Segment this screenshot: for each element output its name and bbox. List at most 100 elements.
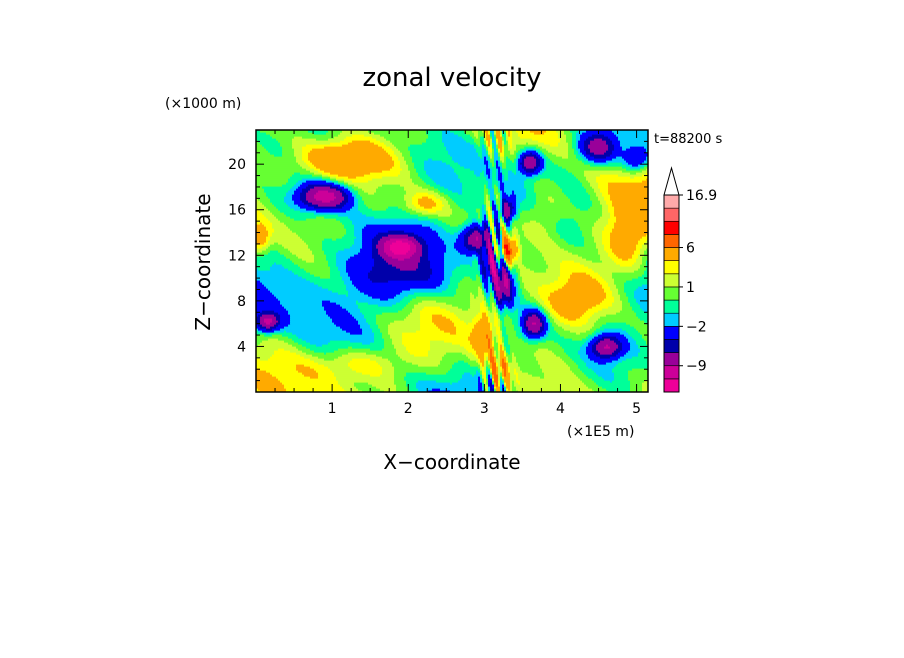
heatmap-cell [496, 250, 499, 253]
heatmap-cell [510, 194, 517, 197]
heatmap-cell [596, 320, 645, 323]
heatmap-cell [510, 378, 517, 381]
heatmap-cell [268, 252, 281, 255]
heatmap-cell [382, 184, 401, 187]
heatmap-cell [500, 258, 505, 261]
heatmap-cell [522, 246, 537, 249]
heatmap-cell [526, 196, 537, 199]
heatmap-cell [414, 162, 425, 165]
heatmap-cell [498, 214, 503, 217]
heatmap-cell [268, 208, 279, 211]
heatmap-cell [488, 166, 491, 169]
heatmap-cell [496, 366, 499, 369]
heatmap-cell [264, 204, 275, 207]
heatmap-cell [426, 240, 445, 243]
heatmap-cell [542, 152, 545, 155]
heatmap-cell [500, 378, 503, 381]
heatmap-cell [516, 234, 521, 237]
heatmap-cell [468, 236, 477, 239]
heatmap-cell [548, 156, 563, 159]
heatmap-cell [490, 224, 493, 227]
heatmap-cell [490, 130, 495, 133]
heatmap-cell [396, 388, 409, 391]
heatmap-cell [518, 134, 559, 137]
heatmap-cell [536, 298, 543, 301]
heatmap-cell [492, 216, 495, 219]
heatmap-cell [322, 172, 331, 175]
heatmap-cell [524, 340, 547, 343]
heatmap-cell [392, 342, 403, 345]
heatmap-cell [636, 248, 641, 251]
heatmap-cell [400, 164, 409, 167]
heatmap-cell [612, 290, 619, 293]
heatmap-cell [426, 140, 443, 143]
heatmap-cell [484, 230, 489, 233]
heatmap-cell [628, 162, 643, 165]
heatmap-cell [266, 226, 273, 229]
heatmap-cell [468, 240, 483, 243]
heatmap-cell [646, 340, 648, 343]
heatmap-cell [544, 324, 549, 327]
heatmap-cell [492, 176, 497, 179]
heatmap-cell [260, 142, 281, 145]
heatmap-cell [518, 364, 541, 367]
heatmap-cell [606, 362, 619, 365]
heatmap-cell [278, 320, 281, 323]
heatmap-cell [494, 254, 497, 257]
heatmap-cell [484, 174, 489, 177]
heatmap-cell [300, 198, 307, 201]
heatmap-cell [510, 214, 515, 217]
heatmap-cell [388, 330, 417, 333]
heatmap-cell [384, 346, 395, 349]
heatmap-cell [484, 208, 487, 211]
heatmap-cell [486, 382, 489, 385]
heatmap-cell [302, 150, 311, 153]
heatmap-cell [378, 326, 389, 329]
heatmap-cell [492, 270, 497, 273]
heatmap-cell [524, 282, 551, 285]
heatmap-cell [290, 320, 333, 323]
heatmap-cell [506, 228, 509, 231]
heatmap-cell [506, 360, 509, 363]
heatmap-cell [332, 290, 349, 293]
heatmap-cell [484, 298, 487, 301]
heatmap-cell [494, 386, 497, 389]
heatmap-cell [646, 262, 648, 265]
heatmap-cell [560, 344, 583, 347]
heatmap-cell [538, 150, 543, 153]
heatmap-cell [508, 172, 515, 175]
heatmap-cell [276, 138, 293, 141]
heatmap-cell [500, 132, 503, 135]
heatmap-cell [514, 298, 521, 301]
heatmap-cell [394, 366, 453, 369]
heatmap-cell [516, 374, 519, 377]
heatmap-cell [496, 360, 501, 363]
heatmap-cell [594, 342, 599, 345]
heatmap-cell [272, 354, 301, 357]
heatmap-cell [508, 156, 517, 159]
heatmap-cell [456, 326, 475, 329]
heatmap-cell [272, 292, 339, 295]
heatmap-cell [270, 236, 301, 239]
heatmap-cell [256, 232, 269, 235]
heatmap-cell [502, 338, 505, 341]
heatmap-cell [492, 274, 495, 277]
heatmap-cell [476, 208, 481, 211]
heatmap-cell [498, 322, 501, 325]
heatmap-cell [488, 208, 491, 211]
heatmap-cell [546, 314, 549, 317]
heatmap-cell [462, 182, 489, 185]
heatmap-cell [596, 192, 603, 195]
heatmap-cell [488, 352, 491, 355]
heatmap-cell [584, 186, 593, 189]
heatmap-cell [492, 332, 497, 335]
y-axis-label: Z−coordinate [191, 193, 215, 330]
heatmap-cell [402, 208, 413, 211]
heatmap-cell [494, 382, 497, 385]
heatmap-cell [388, 262, 419, 265]
heatmap-cell [478, 370, 481, 373]
heatmap-cell [506, 276, 509, 279]
heatmap-cell [522, 224, 543, 227]
heatmap-cell [514, 370, 517, 373]
heatmap-cell [312, 354, 343, 357]
